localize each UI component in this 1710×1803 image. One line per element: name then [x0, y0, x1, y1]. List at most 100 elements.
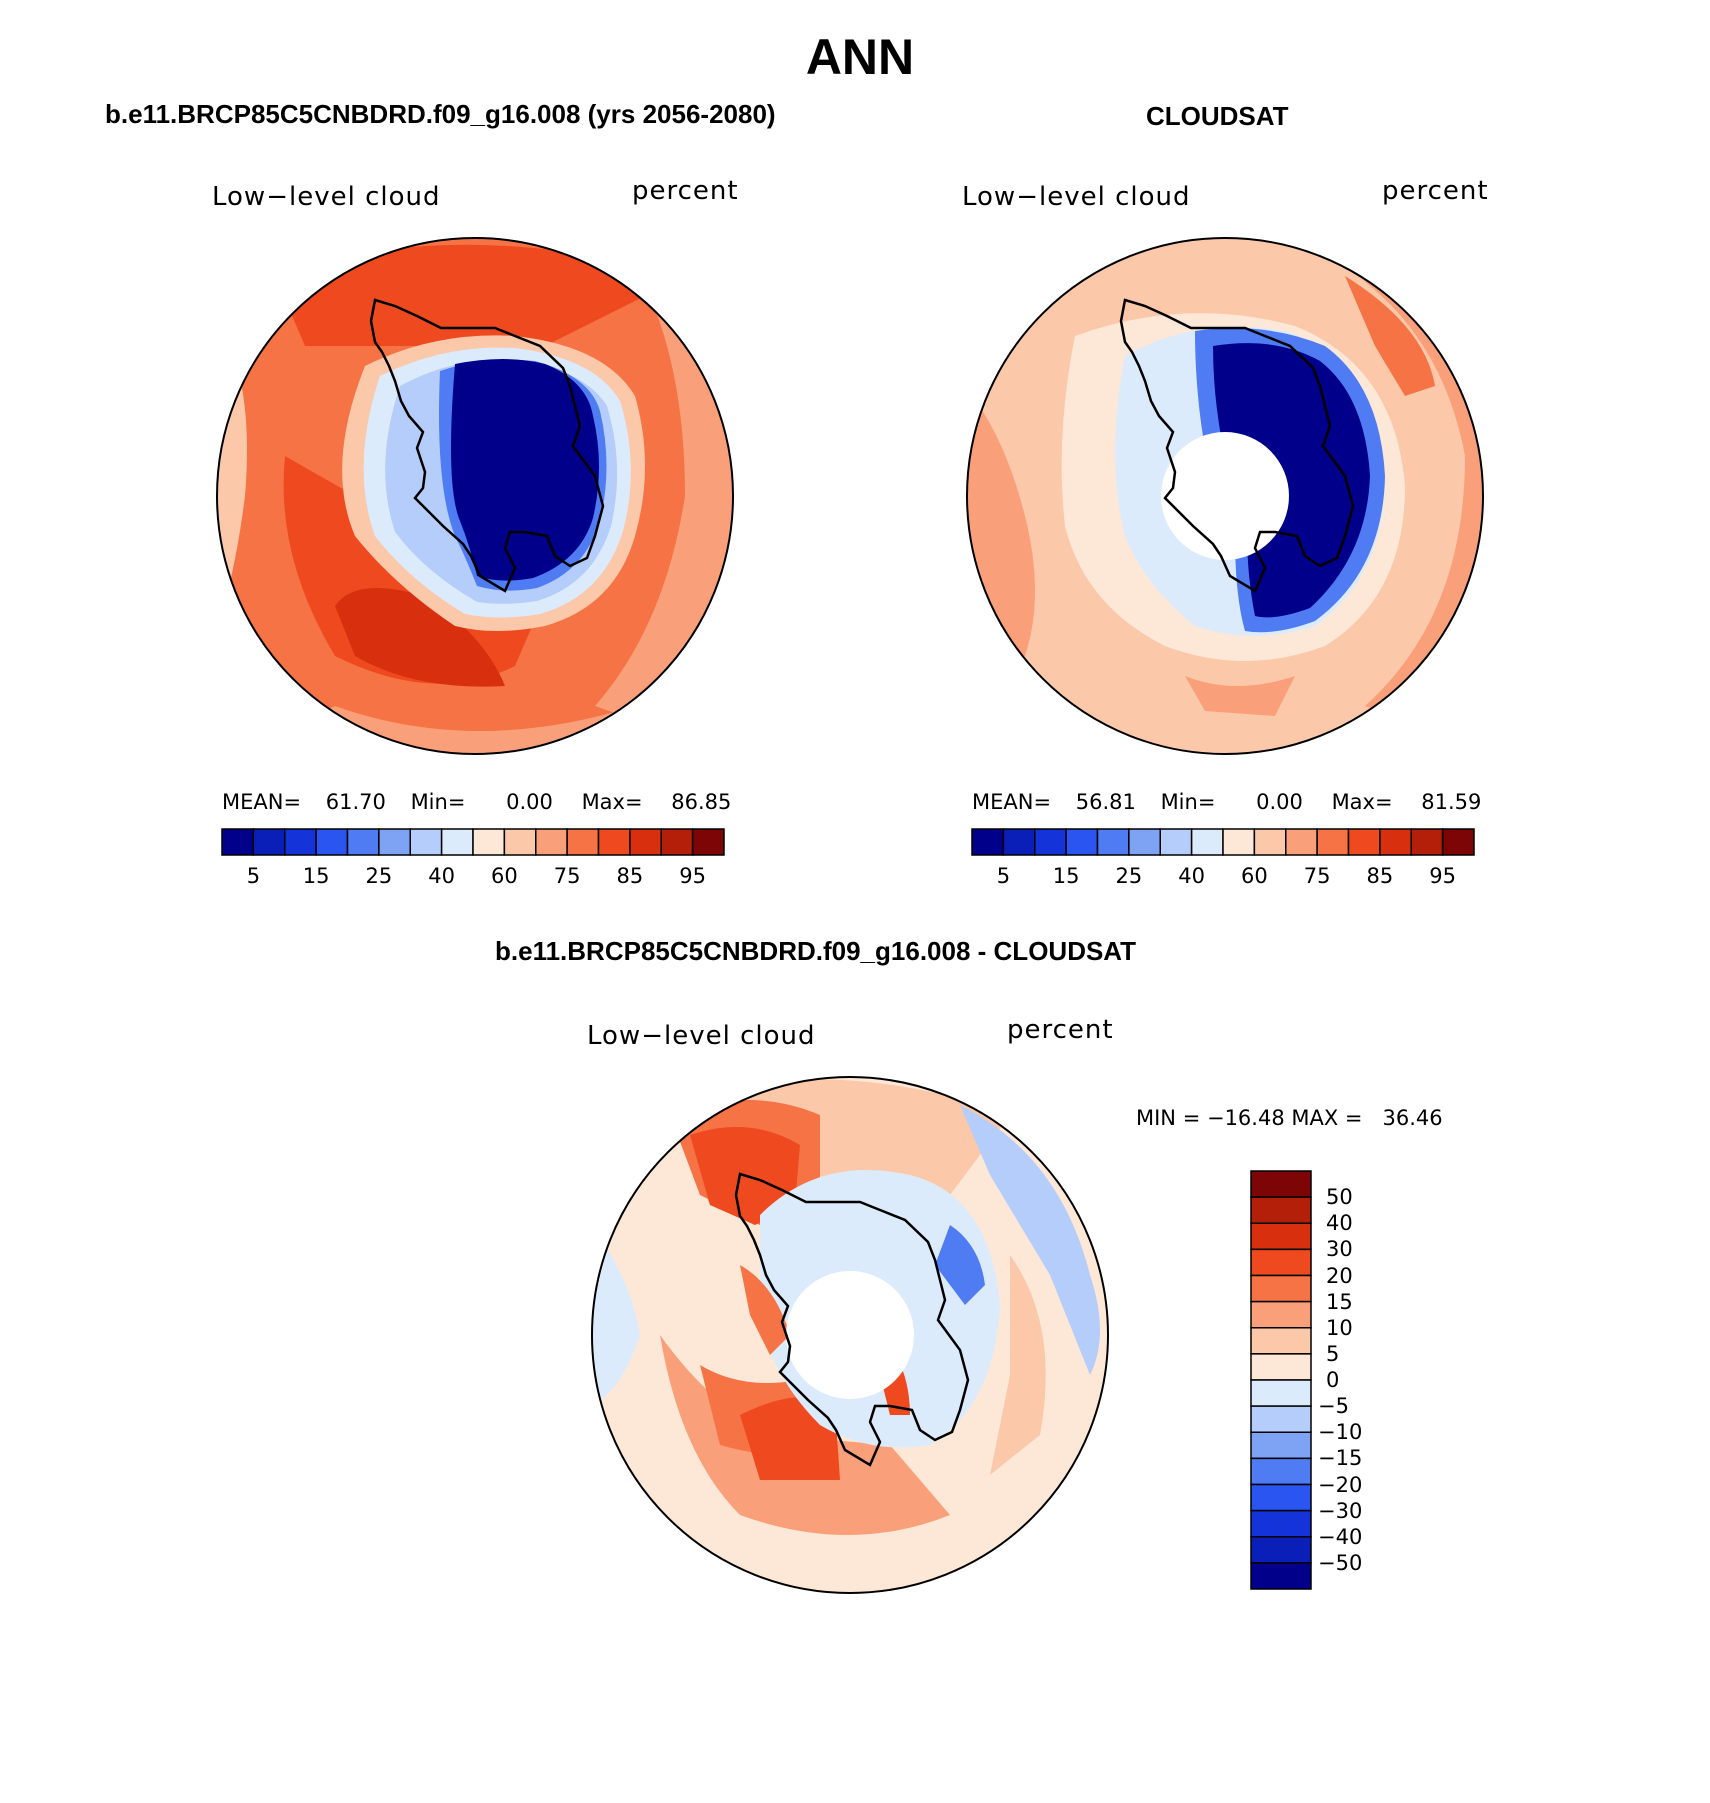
colorbar-swatch	[1253, 828, 1287, 856]
diff-colorbar-tick-label: 10	[1326, 1315, 1353, 1340]
colorbar-swatch	[503, 828, 537, 856]
diff-colorbar-swatch	[1250, 1300, 1312, 1329]
obs-field-right-patches	[1345, 276, 1435, 396]
colorbar-swatch	[629, 828, 662, 856]
colorbar-swatch	[1128, 828, 1161, 856]
obs-coastline	[1119, 298, 1355, 593]
panel-diff-colorbar-ticks: 50 40 30 20 15 10 5 0 −5 −10 −15 −20 −30 −40 −50	[1318, 1171, 1398, 1589]
model-field-top-strong	[275, 244, 645, 346]
colorbar-swatch	[1316, 828, 1350, 856]
colorbar-swatch	[252, 828, 286, 856]
colorbar-swatch	[597, 828, 631, 856]
panel-diff-units-label: percent	[1007, 1015, 1114, 1045]
model-mean-label: MEAN=	[222, 790, 302, 814]
colorbar-tick-label: 5	[246, 864, 261, 888]
colorbar-swatch	[409, 828, 443, 856]
colorbar-swatch	[660, 828, 694, 856]
obs-min-label: Min=	[1160, 790, 1216, 814]
colorbar-tick-label: 85	[616, 864, 644, 888]
diff-colorbar-swatch	[1250, 1379, 1312, 1407]
diff-colorbar-tick-label: −30	[1318, 1498, 1363, 1523]
colorbar-swatch	[1410, 828, 1444, 856]
colorbar-swatch	[378, 828, 411, 856]
panel-obs-stats: MEAN= 56.81 Min= 0.00 Max= 81.59	[972, 790, 1481, 814]
diff-colorbar-tick-label: −15	[1318, 1446, 1363, 1471]
model-mean-value: 61.70	[325, 790, 386, 814]
colorbar-swatch	[1096, 828, 1130, 856]
diff-colorbar-swatch	[1250, 1405, 1312, 1433]
colorbar-swatch	[1441, 828, 1475, 856]
diff-colorbar-tick-label: −20	[1318, 1472, 1363, 1497]
diff-colorbar-tick-label: 50	[1326, 1185, 1353, 1210]
panel-model-colorbar	[221, 828, 725, 856]
colorbar-tick-label: 60	[491, 864, 518, 888]
colorbar-swatch	[1222, 828, 1256, 856]
diff-colorbar-tick-label: 20	[1326, 1263, 1353, 1288]
diff-colorbar-swatch	[1250, 1353, 1312, 1381]
colorbar-swatch	[691, 828, 725, 856]
colorbar-swatch	[346, 828, 380, 856]
panel-model-map	[216, 237, 734, 755]
diff-colorbar-swatch	[1250, 1562, 1312, 1590]
diff-field-right-blue	[960, 1105, 1100, 1375]
diff-field-continent-blue	[935, 1225, 985, 1305]
colorbar-swatch	[566, 828, 600, 856]
panel-obs-header: CLOUDSAT	[1146, 101, 1289, 131]
colorbar-tick-label: 85	[1366, 864, 1394, 888]
colorbar-swatch	[1190, 828, 1224, 856]
panel-obs-colorbar-ticks: 5 15 25 40 60 75 85 95	[972, 864, 1474, 894]
diff-colorbar-swatch	[1250, 1274, 1312, 1303]
diff-polar-hole	[786, 1271, 914, 1399]
model-max-value: 86.85	[671, 790, 732, 814]
panel-diff-header: b.e11.BRCP85C5CNBDRD.f09_g16.008 - CLOUD…	[495, 936, 1137, 966]
colorbar-swatch	[1285, 828, 1318, 856]
panel-model-units-label: percent	[632, 176, 739, 206]
panel-model-colorbar-ticks: 5 15 25 40 60 75 85 95	[222, 864, 724, 894]
diff-colorbar-tick-label: 30	[1326, 1237, 1353, 1262]
diff-colorbar-tick-label: 5	[1326, 1341, 1340, 1366]
colorbar-swatch	[1379, 828, 1412, 856]
colorbar-tick-label: 75	[1303, 864, 1331, 888]
colorbar-tick-label: 40	[428, 864, 455, 888]
colorbar-tick-label: 95	[679, 864, 706, 888]
diff-coastline	[734, 1172, 970, 1467]
diff-colorbar-swatch	[1250, 1483, 1312, 1512]
model-field-deep-red	[335, 588, 505, 687]
model-field-core	[451, 359, 599, 581]
panel-diff-variable-label: Low−level cloud	[587, 1021, 816, 1051]
colorbar-tick-label: 25	[1115, 864, 1143, 888]
colorbar-swatch	[1034, 828, 1067, 856]
model-coastline	[369, 298, 605, 593]
obs-polar-hole	[1161, 432, 1289, 560]
colorbar-tick-label: 5	[996, 864, 1011, 888]
panel-diff-colorbar	[1250, 1170, 1312, 1590]
model-max-label: Max=	[581, 790, 643, 814]
colorbar-swatch	[315, 828, 349, 856]
colorbar-swatch	[1065, 828, 1099, 856]
obs-map-outline	[966, 237, 1484, 755]
panel-obs-units-label: percent	[1382, 176, 1489, 206]
diff-colorbar-swatch	[1250, 1509, 1312, 1538]
diff-field-right-orange	[990, 1255, 1046, 1475]
panel-model-variable-label: Low−level cloud	[212, 182, 441, 212]
colorbar-tick-label: 40	[1178, 864, 1205, 888]
panel-diff-map	[591, 1076, 1109, 1594]
colorbar-swatch	[440, 828, 474, 856]
panel-model-stats: MEAN= 61.70 Min= 0.00 Max= 86.85	[222, 790, 731, 814]
colorbar-tick-label: 75	[553, 864, 581, 888]
panel-obs-variable-label: Low−level cloud	[962, 182, 1191, 212]
diff-colorbar-swatch	[1250, 1248, 1312, 1277]
diff-colorbar-swatch	[1250, 1170, 1312, 1198]
colorbar-swatch	[535, 828, 568, 856]
obs-min-value: 0.00	[1256, 790, 1303, 814]
diff-colorbar-tick-label: −50	[1318, 1550, 1363, 1575]
panel-model-header: b.e11.BRCP85C5CNBDRD.f09_g16.008 (yrs 20…	[105, 99, 776, 129]
diff-field-bottom-orange	[660, 1335, 950, 1535]
diff-colorbar-swatch	[1250, 1196, 1312, 1224]
colorbar-swatch	[221, 828, 255, 856]
colorbar-tick-label: 15	[1052, 864, 1080, 888]
colorbar-tick-label: 95	[1429, 864, 1456, 888]
obs-field-bottom-patch	[1185, 676, 1295, 716]
diff-field-left-blue	[592, 1225, 640, 1405]
model-min-value: 0.00	[506, 790, 553, 814]
